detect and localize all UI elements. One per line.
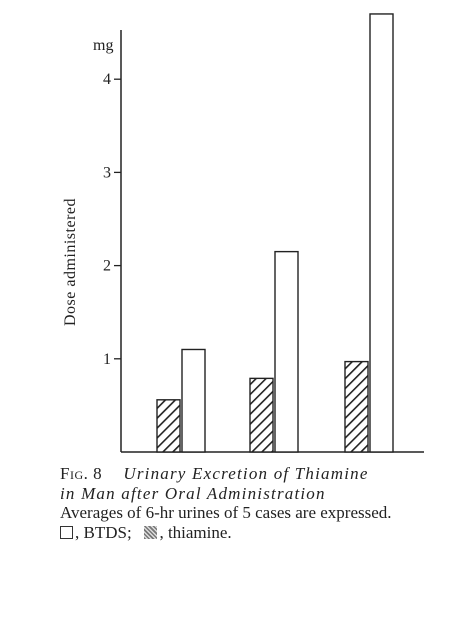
legend-btds-label: , BTDS; bbox=[75, 522, 132, 542]
bars bbox=[156, 13, 394, 453]
bar-btds-50 bbox=[369, 13, 394, 453]
open-box-legend-swatch bbox=[60, 525, 73, 539]
legend-thiamine-label: , thiamine. bbox=[159, 522, 232, 542]
bar-btds-10 bbox=[181, 348, 206, 453]
y-ticks: 1 2 3 4 bbox=[103, 71, 121, 368]
figure-label: Fig. 8 bbox=[60, 464, 103, 483]
bar-btds-25 bbox=[274, 250, 299, 453]
y-tick-label-4: 4 bbox=[103, 71, 111, 88]
y-tick-label-1: 1 bbox=[103, 351, 111, 368]
hatched-box-legend-swatch bbox=[144, 525, 158, 539]
y-tick-label-2: 2 bbox=[103, 258, 111, 275]
caption-legend: , BTDS; , thiamine. bbox=[60, 523, 460, 543]
bar-thiamine-25 bbox=[249, 377, 274, 453]
caption-title-line-1: Fig. 8 Urinary Excretion of Thiamine bbox=[60, 464, 460, 484]
figure-title-part-2: in Man after Oral Administration bbox=[60, 483, 326, 503]
bar-thiamine-50 bbox=[344, 360, 369, 453]
y-axis-label: Dose administered bbox=[62, 198, 79, 326]
figure-caption: Fig. 8 Urinary Excretion of Thiamine in … bbox=[60, 464, 460, 542]
bar-thiamine-10 bbox=[156, 399, 181, 453]
y-tick-label-3: 3 bbox=[103, 164, 111, 181]
y-unit-label: mg bbox=[93, 37, 113, 54]
caption-description: Averages of 6-hr urines of 5 cases are e… bbox=[60, 503, 392, 522]
figure-title-part-1: Urinary Excretion of Thiamine bbox=[123, 464, 369, 483]
